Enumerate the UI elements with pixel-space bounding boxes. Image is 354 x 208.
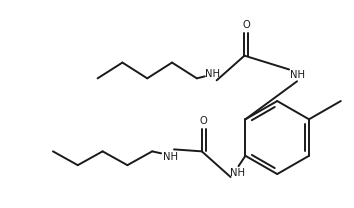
Text: NH: NH bbox=[290, 70, 304, 80]
Text: O: O bbox=[200, 116, 208, 126]
Text: NH: NH bbox=[162, 152, 178, 162]
Text: O: O bbox=[242, 20, 250, 30]
Text: NH: NH bbox=[230, 168, 245, 178]
Text: NH: NH bbox=[205, 69, 220, 79]
